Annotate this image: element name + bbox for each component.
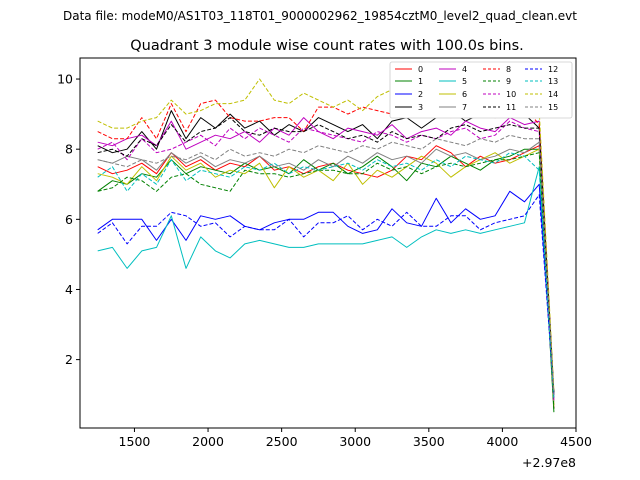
x-offset-label: +2.97e8 — [522, 455, 576, 470]
series-line-4 — [97, 117, 555, 399]
y-axis: 2 4 6 8 10 — [57, 72, 80, 367]
x-tick-label: 2000 — [192, 434, 224, 449]
x-tick-label: 3500 — [413, 434, 445, 449]
y-tick-label: 2 — [65, 352, 73, 367]
axes-frame — [79, 57, 577, 429]
x-axis: 1500 2000 2500 3000 3500 4000 4500 — [119, 428, 592, 449]
chart-title: Quadrant 3 module wise count rates with … — [130, 38, 524, 54]
legend-label-3: 3 — [418, 103, 423, 112]
series-line-7 — [97, 141, 555, 402]
series-line-5 — [97, 166, 555, 395]
series-line-6 — [97, 148, 555, 406]
legend-label-0: 0 — [418, 65, 423, 74]
legend-label-1: 1 — [418, 77, 423, 86]
legend-label-12: 12 — [548, 65, 558, 74]
legend-label-10: 10 — [506, 90, 516, 99]
series-line-10 — [97, 120, 555, 402]
y-tick-label: 10 — [57, 72, 73, 87]
series-layer — [97, 71, 555, 413]
x-tick-label: 1500 — [119, 434, 151, 449]
x-tick-label: 4500 — [560, 434, 592, 449]
legend-label-8: 8 — [506, 65, 511, 74]
x-tick-label: 2500 — [266, 434, 298, 449]
legend-label-6: 6 — [462, 90, 467, 99]
series-line-1 — [97, 148, 555, 413]
series-line-11 — [97, 117, 555, 395]
legend-label-2: 2 — [418, 90, 423, 99]
legend-label-11: 11 — [506, 103, 516, 112]
y-tick-label: 4 — [65, 282, 73, 297]
series-line-13 — [97, 152, 555, 399]
legend-label-5: 5 — [462, 77, 467, 86]
series-line-12 — [97, 194, 555, 395]
x-tick-label: 4000 — [487, 434, 519, 449]
figure-suptitle: Data file: modeM0/AS1T03_118T01_90000029… — [63, 9, 577, 23]
x-tick-label: 3000 — [339, 434, 371, 449]
legend-label-15: 15 — [548, 103, 558, 112]
legend-label-14: 14 — [548, 90, 558, 99]
legend-label-4: 4 — [462, 65, 467, 74]
legend-frame — [389, 61, 573, 119]
legend-label-9: 9 — [506, 77, 511, 86]
y-tick-label: 8 — [65, 142, 73, 157]
series-line-9 — [97, 152, 555, 409]
series-line-15 — [97, 134, 555, 395]
legend-label-13: 13 — [548, 77, 558, 86]
y-tick-label: 6 — [65, 212, 73, 227]
legend-label-7: 7 — [462, 103, 467, 112]
series-line-8 — [97, 99, 555, 395]
